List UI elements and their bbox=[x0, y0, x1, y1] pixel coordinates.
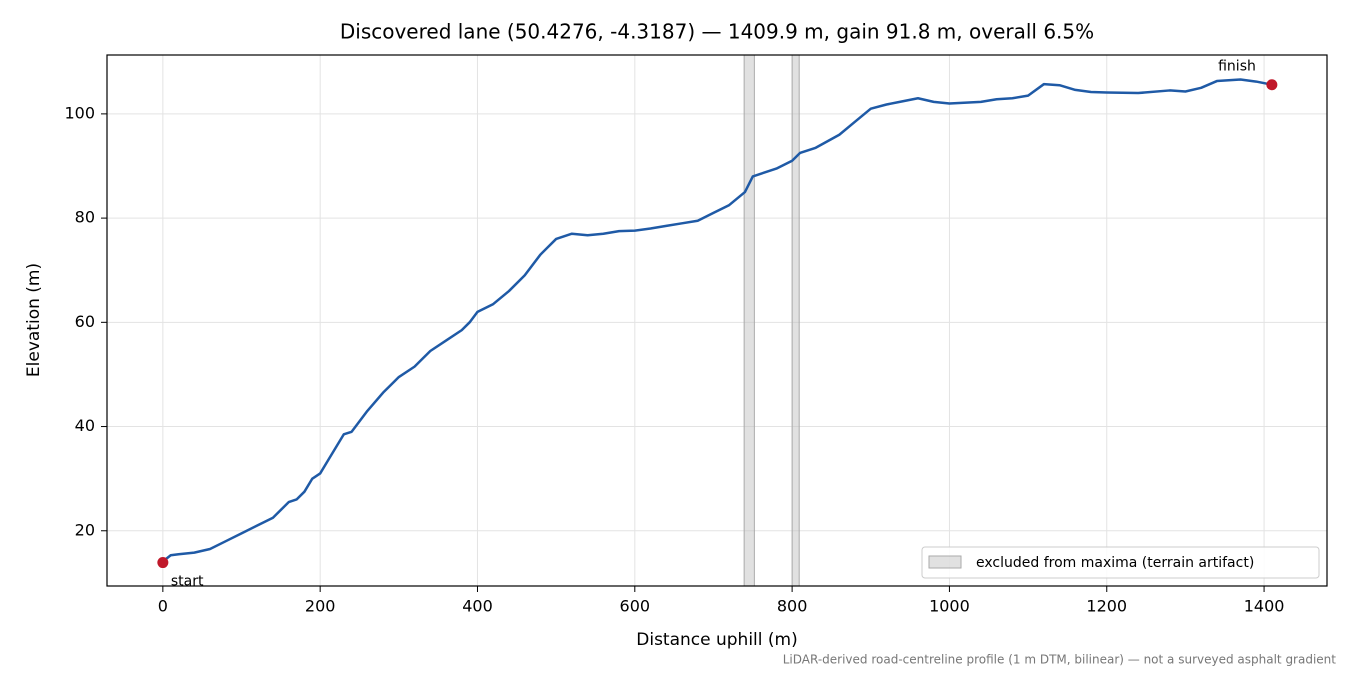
x-tick-label: 200 bbox=[305, 597, 336, 616]
x-axis-label: Distance uphill (m) bbox=[636, 630, 797, 650]
footnote: LiDAR-derived road-centreline profile (1… bbox=[783, 653, 1337, 667]
endpoint-marker bbox=[157, 557, 169, 569]
x-tick-label: 1200 bbox=[1086, 597, 1127, 616]
elevation-line bbox=[162, 78, 1273, 563]
y-tick-label: 100 bbox=[64, 103, 95, 122]
y-tick-label: 20 bbox=[75, 520, 95, 539]
x-tick-label: 1400 bbox=[1244, 597, 1285, 616]
endpoint-label: start bbox=[171, 574, 204, 590]
y-tick-label: 40 bbox=[75, 416, 95, 435]
legend-swatch bbox=[928, 555, 962, 569]
y-axis-label: Elevation (m) bbox=[24, 263, 44, 377]
endpoint-marker bbox=[1266, 79, 1278, 91]
endpoint-label: finish bbox=[1218, 59, 1256, 75]
plot-frame bbox=[106, 54, 1328, 587]
chart-title: Discovered lane (50.4276, -4.3187) — 140… bbox=[340, 20, 1094, 44]
x-tick-label: 600 bbox=[620, 597, 651, 616]
x-tick-label: 0 bbox=[158, 597, 168, 616]
excluded-band bbox=[743, 54, 755, 587]
y-tick-label: 60 bbox=[75, 312, 95, 331]
x-tick-label: 400 bbox=[462, 597, 493, 616]
excluded-band bbox=[791, 54, 800, 587]
legend-label: excluded from maxima (terrain artifact) bbox=[976, 555, 1254, 571]
x-tick-label: 800 bbox=[777, 597, 808, 616]
x-tick-label: 1000 bbox=[929, 597, 970, 616]
y-tick-label: 80 bbox=[75, 208, 95, 227]
legend-box bbox=[921, 546, 1320, 579]
